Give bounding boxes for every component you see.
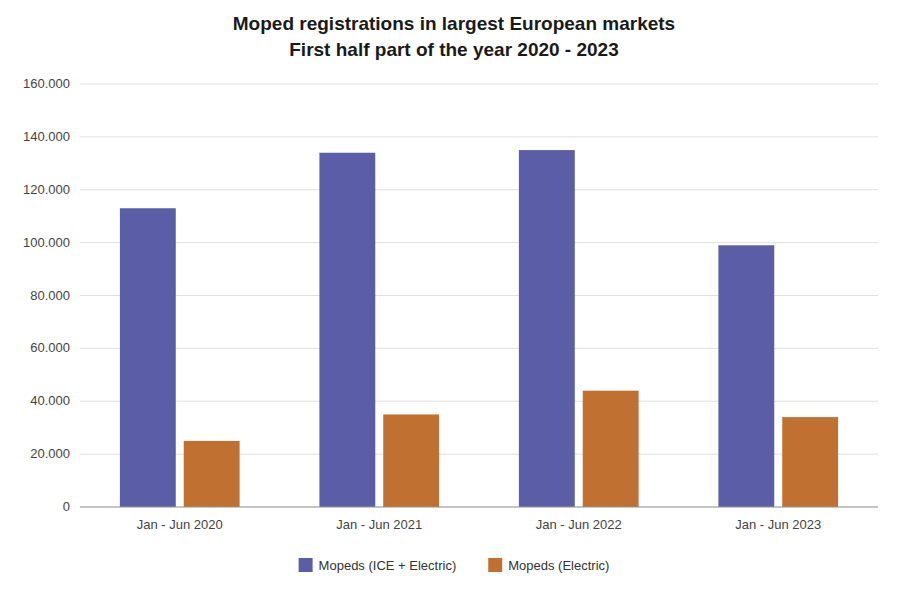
y-tick-label: 0 [63,499,70,514]
grid-line [80,242,878,243]
title: Moped registrations in largest European … [233,13,675,34]
x-tick-label: Jan - Jun 2022 [536,517,622,532]
y-tick-label: 60.000 [30,340,70,355]
bar [782,417,838,507]
grid-line [80,507,878,508]
legend-item: Mopeds (ICE + Electric) [299,558,457,573]
plot-area [80,84,878,507]
y-axis: 0 20.000 40.000 60.000 80.000 100.000 120.000 1… [23,76,70,514]
y-tick-label: 160.000 [23,76,70,91]
legend-swatch [488,558,502,572]
grid-line [80,84,878,85]
bar [120,208,176,507]
bar [583,391,639,507]
y-tick-label: 20.000 [30,446,70,461]
x-axis-line [80,507,878,508]
y-tick-label: 120.000 [23,182,70,197]
legend-label: Mopeds (ICE + Electric) [319,558,457,573]
legend-item: Mopeds (Electric) [488,558,609,573]
grid-line [80,136,878,137]
x-tick-label: Jan - Jun 2021 [336,517,422,532]
subtitle: First half part of the year 2020 - 2023 [289,39,618,60]
x-axis: Jan - Jun 2020 Jan - Jun 2021 Jan - Jun 20… [137,517,822,532]
bar [184,441,240,507]
bar [319,153,375,507]
bar [519,150,575,507]
legend-label: Mopeds (Electric) [508,558,609,573]
legend-swatch [299,558,313,572]
grid-line [80,189,878,190]
y-tick-label: 40.000 [30,393,70,408]
x-tick-label: Jan - Jun 2020 [137,517,223,532]
bar [383,414,439,507]
y-tick-label: 80.000 [30,288,70,303]
y-tick-label: 100.000 [23,235,70,250]
chart: Moped registrations in largest European … [0,0,908,599]
grid [80,84,878,507]
x-tick-label: Jan - Jun 2023 [735,517,821,532]
legend: Mopeds (ICE + Electric) Mopeds (Electric) [299,558,610,573]
y-tick-label: 140.000 [23,129,70,144]
bars [120,150,838,507]
bar [718,245,774,507]
